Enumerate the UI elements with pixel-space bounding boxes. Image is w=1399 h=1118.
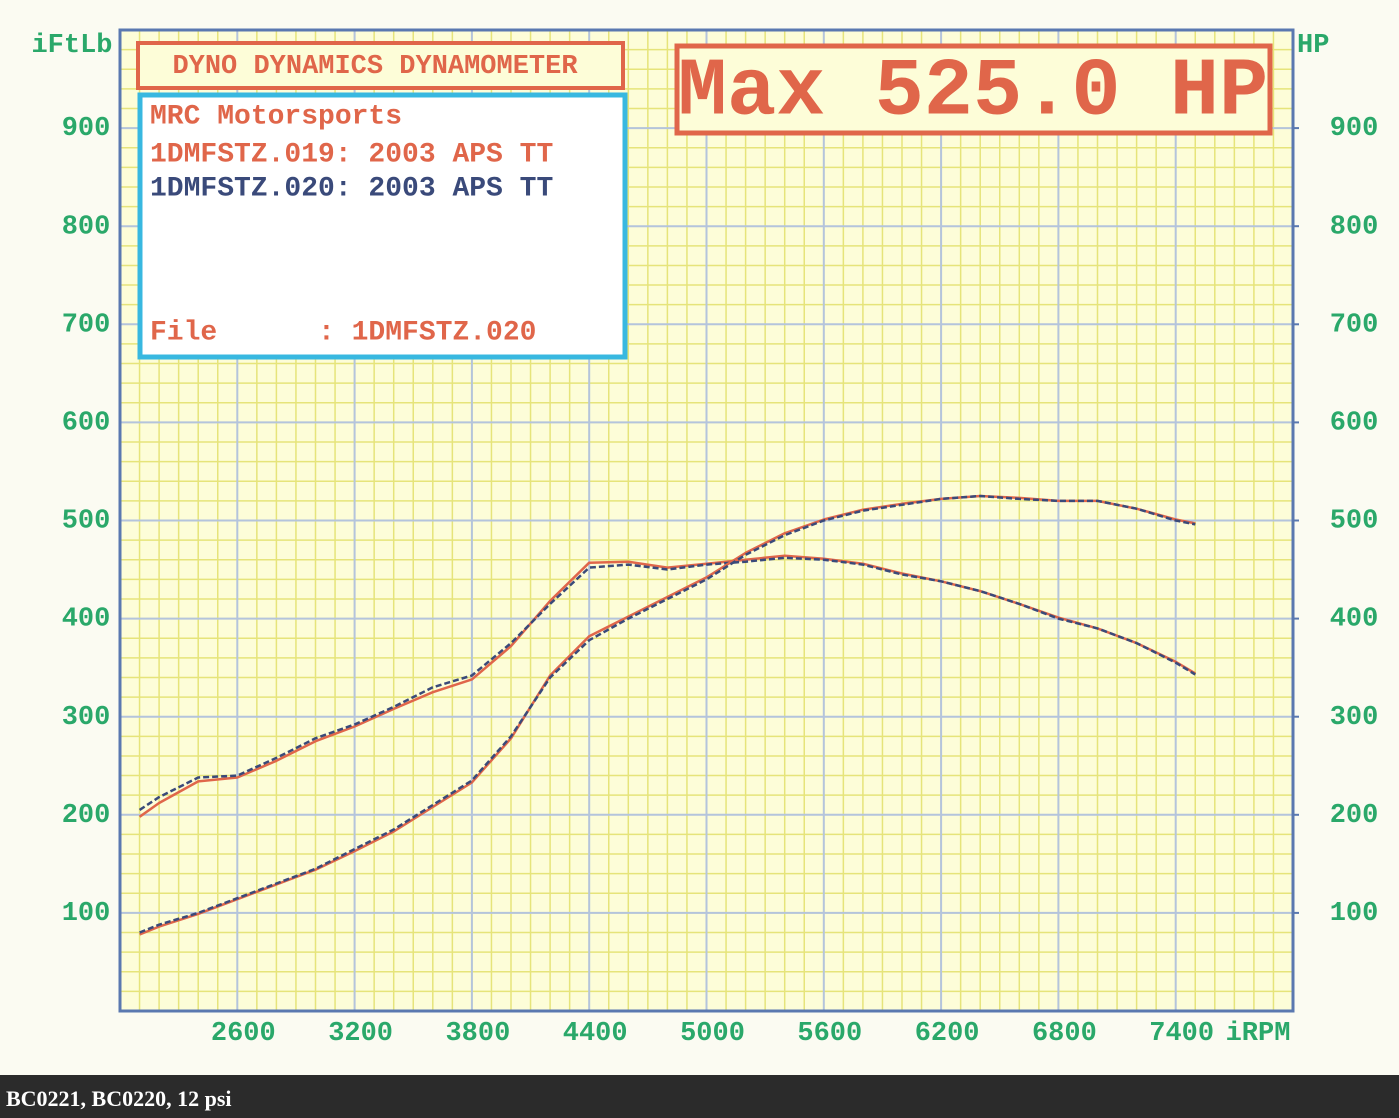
y2-tick-label: 900 [1330,114,1379,144]
y-tick-label: 700 [62,310,111,340]
x-tick-label: 6800 [1032,1019,1097,1049]
x-tick-label: 6200 [915,1019,980,1049]
series-line [138,556,1196,811]
header: DYNO DYNAMICS DYNAMOMETER [172,52,578,82]
y2-tick-label: 700 [1330,310,1379,340]
y-tick-label: 100 [62,899,111,929]
y-tick-label: 200 [62,801,111,831]
x-axis-label: iRPM [1226,1019,1291,1049]
y2-tick-label: 400 [1330,605,1379,635]
y2-tick-label: 100 [1330,899,1379,929]
legend-entry: 1DMFSTZ.020: 2003 APS TT [150,173,553,204]
max-label: Max 525.0 HP [678,46,1269,139]
header-box [136,41,625,90]
x-tick-label: 2600 [211,1019,276,1049]
x-tick-label: 7400 [1149,1019,1214,1049]
x-tick-label: 5000 [680,1019,745,1049]
y-axis-label: iFtLb [31,31,112,61]
lines [138,494,1196,936]
x-tick-label: 4400 [563,1019,628,1049]
y2-tick-label: 500 [1330,507,1379,537]
legend-entry: 1DMFSTZ.019: 2003 APS TT [150,139,553,170]
series-line [139,494,1196,934]
y2-tick-label: 600 [1330,409,1379,439]
file-label: File : 1DMFSTZ.020 [150,317,536,348]
x-tick-label: 3800 [445,1019,510,1049]
y2-tick-label: 200 [1330,801,1379,831]
series-line [138,554,1196,818]
info-box [137,92,628,360]
x-tick-label: 3200 [328,1019,393,1049]
y-tick-label: 300 [62,703,111,733]
y-tick-label: 800 [62,212,111,242]
y2-tick-label: 800 [1330,212,1379,242]
shop: MRC Motorsports [150,101,402,132]
caption-bar [0,1075,1399,1118]
y-tick-label: 500 [62,507,111,537]
y-tick-label: 900 [62,114,111,144]
y2-tick-label: 300 [1330,703,1379,733]
y-tick-label: 400 [62,605,111,635]
y-tick-label: 600 [62,409,111,439]
caption: BC0221, BC0220, 12 psi [6,1086,232,1111]
max-box [674,43,1273,136]
x-tick-label: 5600 [797,1019,862,1049]
y2-axis-label: HP [1297,31,1329,61]
